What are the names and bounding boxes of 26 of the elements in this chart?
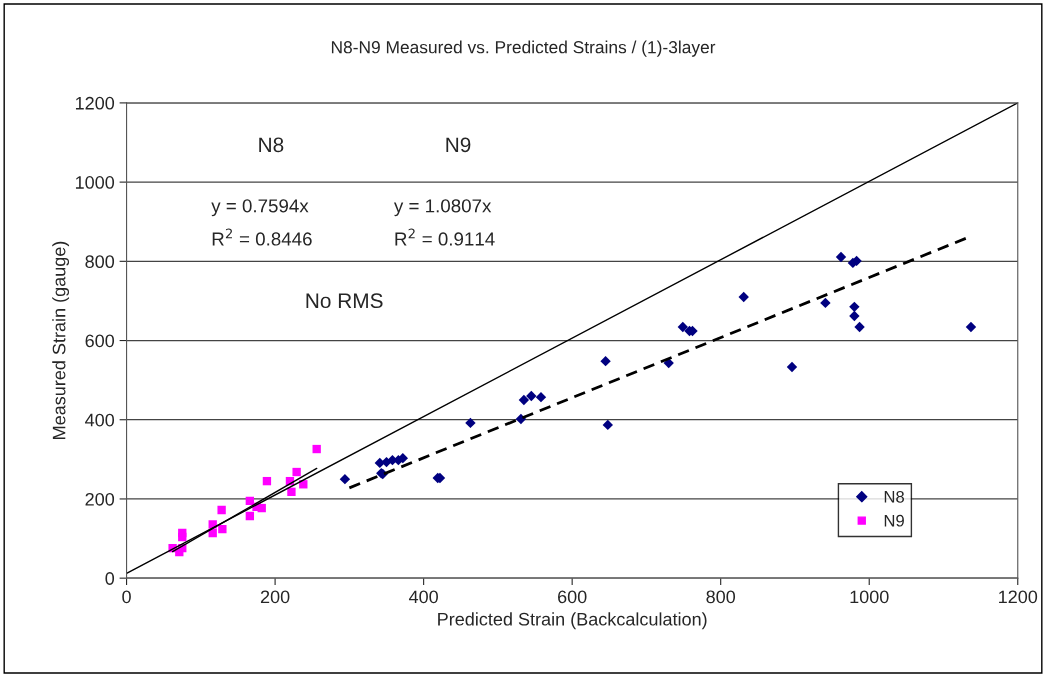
legend-label: N9	[884, 514, 904, 527]
x-tick-label: 400	[408, 590, 438, 604]
chart-title: N8-N9 Measured vs. Predicted Strains / (1)-3layer	[331, 40, 716, 57]
y-tick-label: 800	[85, 255, 115, 269]
y-tick-label: 200	[85, 492, 115, 506]
y-tick-label: 600	[85, 334, 115, 348]
y-tick-label: 1200	[75, 96, 115, 110]
y-tick-label: 0	[105, 572, 115, 585]
x-tick-label: 200	[260, 590, 290, 604]
annotation: No RMS	[306, 293, 383, 309]
x-tick-label: 0	[122, 590, 131, 604]
annotation: y = 1.0807x	[393, 199, 492, 217]
legend-label: N8	[884, 490, 904, 503]
annotation: R$^{2}$ = 0.9114	[395, 228, 495, 246]
x-axis-title: Predicted Strain (Backcalculation)	[438, 612, 707, 630]
annotation: R$^{2}$ = 0.8446	[212, 228, 312, 246]
annotation: N8	[259, 137, 284, 153]
x-tick-label: 800	[706, 590, 736, 604]
annotation: N9	[446, 137, 471, 153]
y-axis-title: Measured Strain (gauge)	[52, 241, 70, 439]
x-tick-label: 1200	[999, 590, 1038, 604]
annotation: y = 0.7594x	[211, 199, 309, 217]
x-tick-label: 1000	[850, 590, 889, 604]
x-tick-label: 600	[558, 590, 587, 604]
y-tick-label: 1000	[75, 176, 115, 189]
y-tick-label: 400	[85, 413, 115, 427]
